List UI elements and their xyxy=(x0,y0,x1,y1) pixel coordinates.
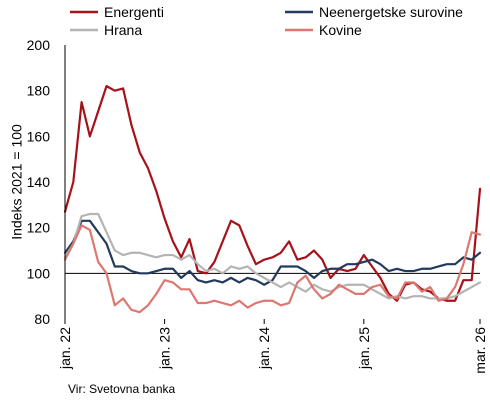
y-axis-ticks: 80 100 120 140 160 180 200 xyxy=(27,37,51,327)
legend-item-hrana: Hrana xyxy=(70,22,142,38)
y-tick-label: 140 xyxy=(27,174,51,190)
source-note: Vir: Svetovna banka xyxy=(68,382,176,396)
x-tick-label: mar. 26 xyxy=(472,327,488,374)
x-tick-label: jan. 22 xyxy=(57,327,73,370)
series-line-kovine xyxy=(63,224,482,314)
legend-item-energenti: Energenti xyxy=(70,4,164,20)
legend-item-kovine: Kovine xyxy=(285,22,362,38)
series-group xyxy=(63,84,482,314)
series-line-hrana xyxy=(63,212,482,300)
y-tick-label: 200 xyxy=(27,37,51,53)
legend-label: Hrana xyxy=(104,22,142,38)
y-tick-label: 160 xyxy=(27,128,51,144)
y-tick-label: 100 xyxy=(27,265,51,281)
legend-label: Energenti xyxy=(104,4,164,20)
y-axis-label: Indeks 2021 = 100 xyxy=(9,124,25,240)
x-tick-label: jan. 24 xyxy=(256,327,272,370)
y-tick-label: 180 xyxy=(27,83,51,99)
legend-item-neenergetske-surovine: Neenergetske surovine xyxy=(285,4,463,20)
y-tick-label: 80 xyxy=(34,311,50,327)
x-tick-label: jan. 23 xyxy=(157,327,173,370)
y-tick-label: 120 xyxy=(27,220,51,236)
legend: Energenti Neenergetske surovine Hrana Kovin… xyxy=(70,4,463,38)
x-axis-ticks: jan. 22 jan. 23 jan. 24 jan. 25 mar. 26 xyxy=(57,319,488,374)
x-tick-label: jan. 25 xyxy=(356,327,372,370)
series-line-neenergetske-surovine xyxy=(63,219,482,286)
legend-label: Neenergetske surovine xyxy=(319,4,463,20)
legend-label: Kovine xyxy=(319,22,362,38)
